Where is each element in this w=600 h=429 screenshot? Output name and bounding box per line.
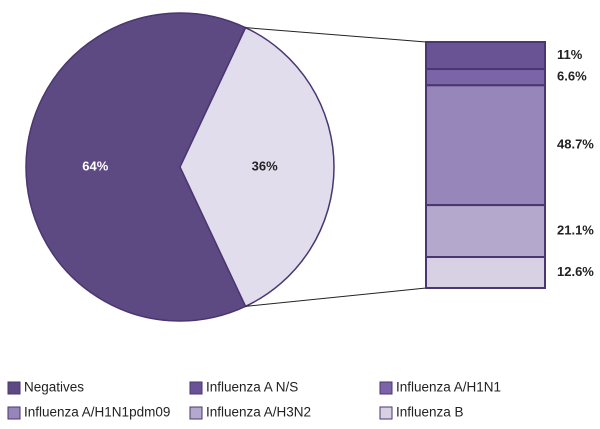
legend-label: Influenza B	[396, 405, 464, 420]
data-label: 11%	[557, 47, 583, 62]
legend-swatch	[7, 381, 21, 395]
bar-segment	[425, 84, 546, 207]
data-label: 12.6%	[557, 264, 594, 279]
legend-label: Influenza A N/S	[206, 380, 298, 395]
legend-swatch	[189, 381, 203, 395]
pie-slice	[179, 26, 335, 308]
legend-label: Influenza A/H3N2	[206, 405, 311, 420]
data-label: 48.7%	[557, 137, 594, 152]
data-label: 6.6%	[557, 69, 587, 84]
legend-label: Negatives	[24, 380, 84, 395]
legend-label: Influenza A/H1N1pdm09	[24, 405, 170, 420]
legend-swatch	[379, 381, 393, 395]
bar-segment	[425, 256, 546, 289]
legend-label: Influenza A/H1N1	[396, 380, 501, 395]
pie-slice	[25, 12, 247, 322]
data-label: 21.1%	[557, 222, 594, 237]
bar-segment	[425, 68, 546, 87]
data-label: 64%	[82, 158, 108, 173]
legend-swatch	[379, 406, 393, 420]
legend-swatch	[189, 406, 203, 420]
connector-line	[245, 287, 427, 307]
connector-line	[245, 27, 427, 43]
data-label: 36%	[252, 158, 278, 173]
bar-segment	[425, 204, 546, 259]
bar-segment	[425, 41, 546, 71]
legend-swatch	[7, 406, 21, 420]
